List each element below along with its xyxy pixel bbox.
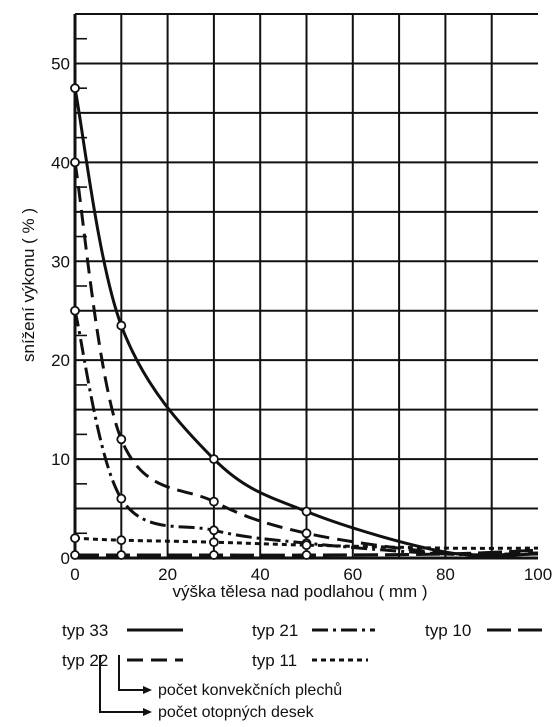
y-tick-label: 10 xyxy=(51,450,70,469)
data-point-marker xyxy=(208,496,219,507)
x-tick-label: 40 xyxy=(251,565,270,584)
data-point-marker xyxy=(70,533,80,544)
grid-lines xyxy=(75,13,538,558)
annotation-konvekcni: počet konvekčních plechů xyxy=(158,681,342,699)
data-point-marker xyxy=(70,550,80,560)
x-tick-label: 80 xyxy=(436,565,455,584)
data-point-marker xyxy=(301,506,312,517)
annotation-brackets: počet konvekčních plechů počet otopných … xyxy=(99,655,342,721)
data-point-marker xyxy=(116,493,127,504)
y-tick-label: 30 xyxy=(51,252,70,271)
data-point-marker xyxy=(116,535,127,546)
legend-label: typ 10 xyxy=(425,621,471,640)
bracket-otopne xyxy=(99,655,145,713)
data-point-marker xyxy=(301,540,312,551)
series-line-typ-21 xyxy=(73,310,539,557)
data-point-marker xyxy=(301,550,312,560)
data-point-marker xyxy=(208,537,219,548)
y-axis-label: snížení výkonu ( % ) xyxy=(19,208,38,362)
x-tick-label: 20 xyxy=(158,565,177,584)
y-tick-label: 50 xyxy=(51,54,70,73)
data-point-marker xyxy=(116,550,127,560)
y-tick-label: 20 xyxy=(51,351,70,370)
legend-label: typ 11 xyxy=(252,651,297,670)
data-point-marker xyxy=(208,454,219,464)
arrow-konvekcni xyxy=(143,686,152,694)
data-point-marker xyxy=(116,434,127,445)
x-axis-label: výška tělesa nad podlahou ( mm ) xyxy=(172,582,427,601)
x-tick-label: 0 xyxy=(70,565,79,584)
legend-label: typ 22 xyxy=(62,651,108,670)
markers-group xyxy=(70,83,312,560)
data-point-marker xyxy=(301,528,312,539)
data-point-marker xyxy=(208,525,219,536)
legend-label: typ 33 xyxy=(62,621,108,640)
data-point-marker xyxy=(208,550,219,560)
legend-label: typ 21 xyxy=(252,621,298,640)
arrow-otopne xyxy=(143,708,152,716)
tick-labels: 0 20 40 60 80 100 0 10 20 30 40 50 xyxy=(51,54,552,584)
data-point-marker xyxy=(70,157,80,168)
y-tick-label: 0 xyxy=(61,549,70,568)
y-tick-label: 40 xyxy=(51,153,70,172)
data-point-marker xyxy=(70,83,80,94)
x-tick-label: 60 xyxy=(343,565,362,584)
x-tick-label: 100 xyxy=(524,565,552,584)
annotation-otopne: počet otopných desek xyxy=(158,704,315,721)
legend: typ 33 typ 21 typ 10 typ 22 typ 11 xyxy=(62,621,549,670)
bracket-konvekcni xyxy=(118,655,145,691)
data-point-marker xyxy=(116,320,127,331)
data-point-marker xyxy=(70,305,80,316)
